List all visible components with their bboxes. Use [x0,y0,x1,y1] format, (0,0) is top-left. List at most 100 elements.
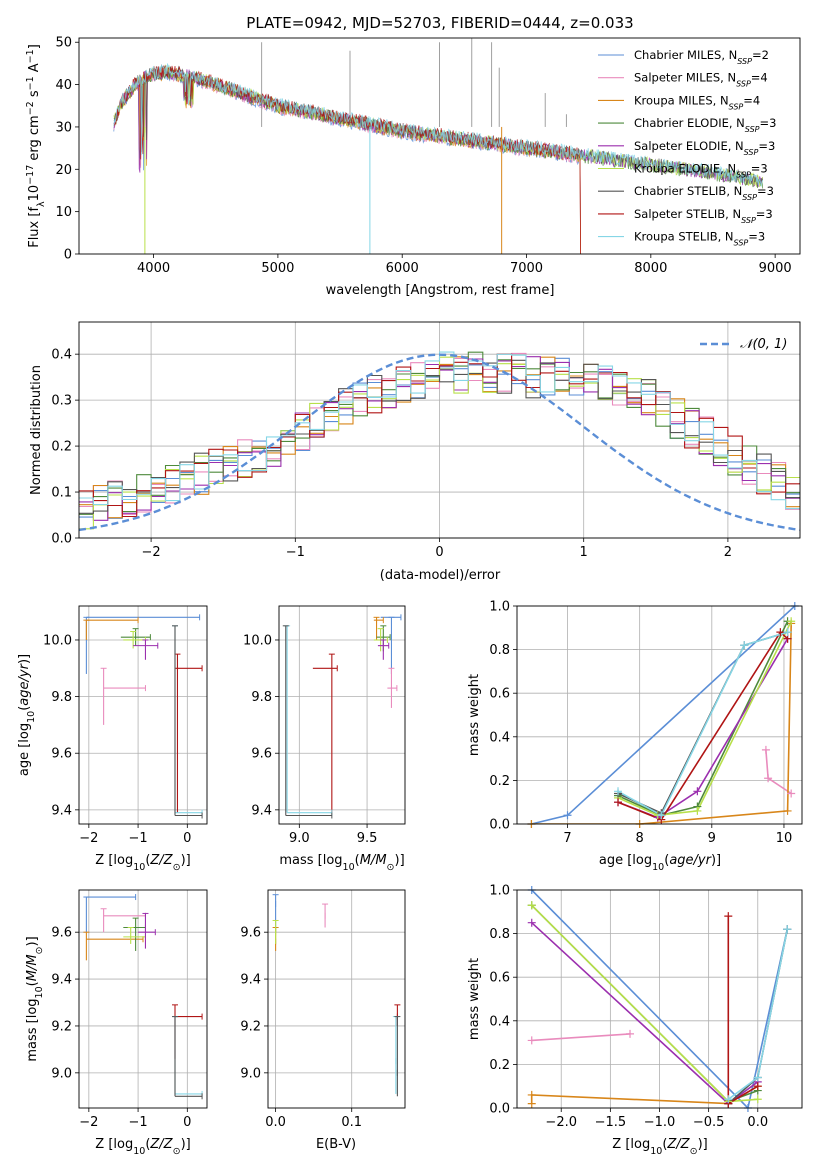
axes-frame [267,889,406,1109]
residual-histogram-chabrier_stelib [79,359,800,514]
weight-line-kroupa_miles [530,1085,759,1105]
x-tick-label: 5000 [261,261,294,276]
weight-line-kroupa_stelib [617,631,788,817]
y-axis-label: Flux [fλ10−17 erg cm−2 s−1 A−1] [25,44,47,248]
x-tick-label: 0.1 [341,1115,362,1130]
plot-area [531,606,796,824]
weight-marker-kroupa_miles [783,806,792,815]
weight-marker-salpeter_stelib [614,798,623,807]
weight-marker-salpeter_stelib [724,912,733,921]
x-axis-label: Z [log10(Z/Z⊙)] [95,853,190,873]
y-tick-label: 0.6 [489,971,510,986]
x-axis-label: (data-model)/error [380,568,501,583]
y-tick-label: 9.4 [251,803,272,818]
y-axis-label: age [log10(age/yr)] [17,654,37,776]
legend-label: Salpeter ELODIE, NSSP=3 [634,139,775,157]
weight-marker-chabrier_miles [563,811,572,820]
chart-mass_vs_Z: −2 −1 0 9.0 9.2 9.4 9.6 Z [log10(Z/Z⊙)] mass [lo… [25,889,208,1157]
y-tick-label: 0.2 [489,774,510,789]
weight-marker-kroupa_elodie [753,1095,762,1104]
x-tick-label: 8000 [634,261,667,276]
legend-label: Kroupa STELIB, NSSP=3 [634,230,765,248]
y-tick-label: 0.2 [489,1058,510,1073]
plot-area [83,894,203,1100]
y-tick-label: 9.6 [240,926,261,941]
y-tick-label: 30 [55,120,72,135]
x-tick-label: 7 [563,831,571,846]
weight-marker-kroupa_stelib [753,1073,762,1082]
y-tick-label: 0.0 [489,818,510,833]
chart-residuals: −2 −1 0 1 2 0.0 0.1 0.2 0.3 0.4 𝒩(0, 1) (data-model… [29,321,801,583]
x-tick-label: 2 [724,545,732,560]
chart-weight_vs_Z: −2.0 −1.5 −1.0 −0.5 0.0 0.0 0.2 0.4 0.6 0.8 1.0 Z [… [467,884,803,1157]
legend-label: Salpeter STELIB, NSSP=3 [634,207,773,225]
x-tick-label: 4000 [137,261,170,276]
y-tick-label: 0.6 [489,687,510,702]
chart-age_vs_Z: −2 −1 0 9.4 9.6 9.8 10.0 Z [log10(Z/Z⊙)] age [lo… [17,605,208,873]
weight-marker-kroupa_stelib [783,628,792,637]
legend-label: Chabrier MILES, NSSP=2 [634,48,769,66]
x-axis-label: mass [log10(M/M⊙)] [279,853,404,873]
y-tick-label: 9.4 [51,973,72,988]
x-tick-label: −2.0 [545,1115,577,1130]
x-tick-label: −2 [79,831,98,846]
weight-marker-salpeter_miles [764,774,773,783]
y-tick-label: 9.0 [51,1066,72,1081]
x-tick-label: −1 [286,545,305,560]
plot-area [113,38,764,254]
x-tick-label: 9000 [759,261,792,276]
x-axis-label: Z [log10(Z/Z⊙)] [612,1137,707,1157]
x-tick-label: −2 [142,545,161,560]
weight-line-chabrier_miles [531,606,796,824]
x-axis-label: wavelength [Angstrom, rest frame] [326,283,555,298]
x-tick-label: 0 [435,545,443,560]
weight-marker-kroupa_elodie [693,806,702,815]
spectrum-line-kroupa_stelib [113,63,764,187]
y-axis-label: mass [log10(M/M⊙)] [25,936,45,1061]
weight-marker-salpeter_stelib [776,628,785,637]
legend-label: Chabrier STELIB, NSSP=3 [634,184,774,202]
x-tick-label: 9.0 [289,831,310,846]
axes-frame [78,37,801,255]
axes-frame [516,889,803,1109]
x-tick-label: −1 [128,831,147,846]
y-tick-label: 0 [64,248,72,263]
y-tick-label: 0.1 [51,486,72,501]
axes-frame [78,605,208,825]
weight-line-chabrier_elodie [617,620,789,817]
weight-line-kroupa_elodie [617,620,792,817]
weight-marker-kroupa_stelib [724,1095,733,1104]
y-tick-label: 9.6 [251,747,272,762]
y-tick-label: 9.4 [51,803,72,818]
y-tick-label: 0.4 [489,730,510,745]
plot-area [282,614,402,819]
y-tick-label: 10.0 [243,633,272,648]
y-axis-label: Normed distribution [29,365,44,495]
x-axis-label: E(B-V) [316,1137,356,1152]
x-tick-label: −1 [128,1115,147,1130]
weight-line-chabrier_stelib [617,631,788,815]
weight-marker-salpeter_stelib [753,1082,762,1091]
axes-frame [278,605,406,825]
weight-marker-salpeter_miles [787,789,796,798]
y-tick-label: 10.0 [43,633,72,648]
x-tick-label: −1.0 [644,1115,676,1130]
x-tick-label: 8 [636,831,644,846]
y-tick-label: 9.0 [240,1066,261,1081]
y-tick-label: 1.0 [489,600,510,615]
residual-histogram-kroupa_stelib [79,351,800,510]
x-tick-label: 9 [708,831,716,846]
x-tick-label: 7000 [510,261,543,276]
y-tick-label: 9.8 [251,690,272,705]
gaussian-curve [79,353,800,532]
y-tick-label: 0.8 [489,927,510,942]
y-tick-label: 9.8 [51,690,72,705]
x-tick-label: 0 [183,831,191,846]
chart-mass_vs_EBV: 0.0 0.1 9.0 9.2 9.4 9.6 E(B-V) [240,889,406,1152]
axes-frame [516,605,803,825]
y-tick-label: 9.2 [240,1019,261,1034]
legend-label: 𝒩(0, 1) [740,337,787,352]
x-tick-label: −1.5 [595,1115,627,1130]
axes-frame [78,321,801,539]
residual-histogram-salpeter_stelib [79,353,800,518]
